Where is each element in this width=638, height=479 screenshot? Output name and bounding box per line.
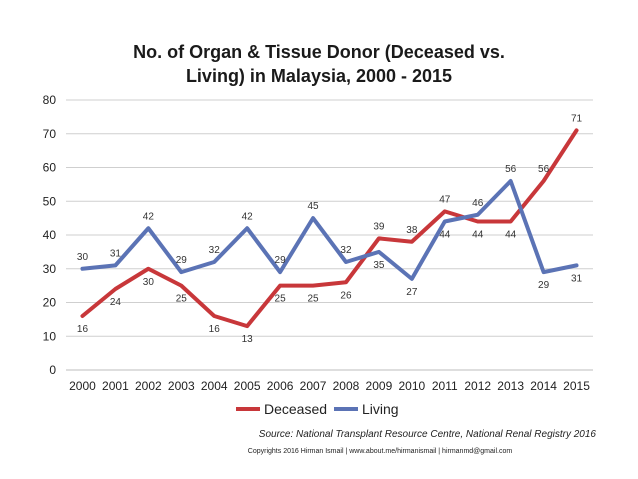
legend-label-deceased: Deceased: [264, 401, 327, 417]
data-label-living: 29: [538, 280, 550, 291]
data-label-deceased: 44: [472, 230, 484, 241]
data-label-deceased: 44: [505, 230, 517, 241]
legend-label-living: Living: [362, 401, 399, 417]
y-tick-label: 10: [43, 329, 57, 343]
x-tick-label: 2013: [497, 379, 524, 393]
x-tick-label: 2012: [464, 379, 491, 393]
y-tick-label: 0: [49, 363, 56, 377]
data-label-living: 56: [505, 164, 517, 175]
data-label-deceased: 39: [373, 221, 385, 232]
data-label-deceased: 16: [77, 324, 89, 335]
data-label-living: 32: [209, 245, 221, 256]
x-tick-label: 2006: [267, 379, 294, 393]
data-label-living: 29: [176, 255, 188, 266]
data-label-living: 32: [340, 245, 352, 256]
data-label-deceased: 25: [176, 294, 188, 305]
data-label-deceased: 56: [538, 164, 550, 175]
y-axis-ticks: 0 10 20 30 40 50 60 70 80: [43, 93, 57, 377]
data-label-living: 29: [275, 255, 287, 266]
data-label-deceased: 38: [406, 225, 418, 236]
y-tick-label: 50: [43, 194, 57, 208]
x-tick-label: 2002: [135, 379, 162, 393]
data-label-living: 31: [571, 273, 583, 284]
data-label-deceased: 25: [275, 294, 287, 305]
chart-title-line-1: No. of Organ & Tissue Donor (Deceased vs…: [133, 42, 505, 62]
x-tick-label: 2009: [366, 379, 393, 393]
x-tick-label: 2015: [563, 379, 590, 393]
data-label-deceased: 47: [439, 194, 451, 205]
data-label-deceased: 30: [143, 277, 155, 288]
y-tick-label: 80: [43, 93, 57, 107]
x-tick-label: 2007: [300, 379, 327, 393]
source-note: Source: National Transplant Resource Cen…: [259, 429, 597, 440]
x-tick-label: 2014: [530, 379, 557, 393]
data-label-deceased: 16: [209, 324, 221, 335]
x-tick-label: 2000: [69, 379, 96, 393]
data-label-living: 30: [77, 252, 89, 263]
data-label-deceased: 71: [571, 113, 583, 124]
x-tick-label: 2010: [398, 379, 425, 393]
x-tick-label: 2008: [333, 379, 360, 393]
copyright-note: Copyrights 2016 Hirman Ismail | www.abou…: [248, 448, 513, 455]
data-label-living: 45: [307, 201, 319, 212]
y-tick-label: 40: [43, 228, 57, 242]
data-label-living: 42: [143, 211, 155, 222]
data-label-living: 46: [472, 198, 484, 209]
data-label-living: 44: [439, 230, 451, 241]
data-label-living: 27: [406, 287, 418, 298]
series-lines: [80, 128, 579, 329]
data-label-deceased: 13: [242, 334, 254, 345]
data-label-deceased: 25: [307, 294, 319, 305]
data-label-deceased: 26: [340, 290, 352, 301]
data-label-living: 35: [373, 260, 385, 271]
legend: Deceased Living: [236, 401, 399, 417]
x-tick-label: 2004: [201, 379, 228, 393]
x-tick-label: 2011: [432, 379, 458, 393]
series-line-deceased: [80, 128, 579, 329]
data-label-living: 31: [110, 248, 122, 259]
data-label-deceased: 24: [110, 297, 122, 308]
x-tick-label: 2003: [168, 379, 195, 393]
x-tick-label: 2005: [234, 379, 261, 393]
series-line-living: [80, 179, 579, 281]
x-tick-label: 2001: [102, 379, 129, 393]
data-labels: 16 24 30 25 16 13 25 25 26 39 38 47 44 44 56 71 30 31 42 29…: [77, 113, 583, 345]
y-tick-label: 70: [43, 127, 57, 141]
y-tick-label: 20: [43, 296, 57, 310]
chart-title-line-2: Living) in Malaysia, 2000 - 2015: [186, 66, 452, 86]
y-tick-label: 30: [43, 262, 57, 276]
x-axis-ticks: 2000 2001 2002 2003 2004 2005 2006 2007 2008 2009…: [69, 379, 590, 393]
y-tick-label: 60: [43, 161, 57, 175]
data-label-living: 42: [242, 211, 254, 222]
